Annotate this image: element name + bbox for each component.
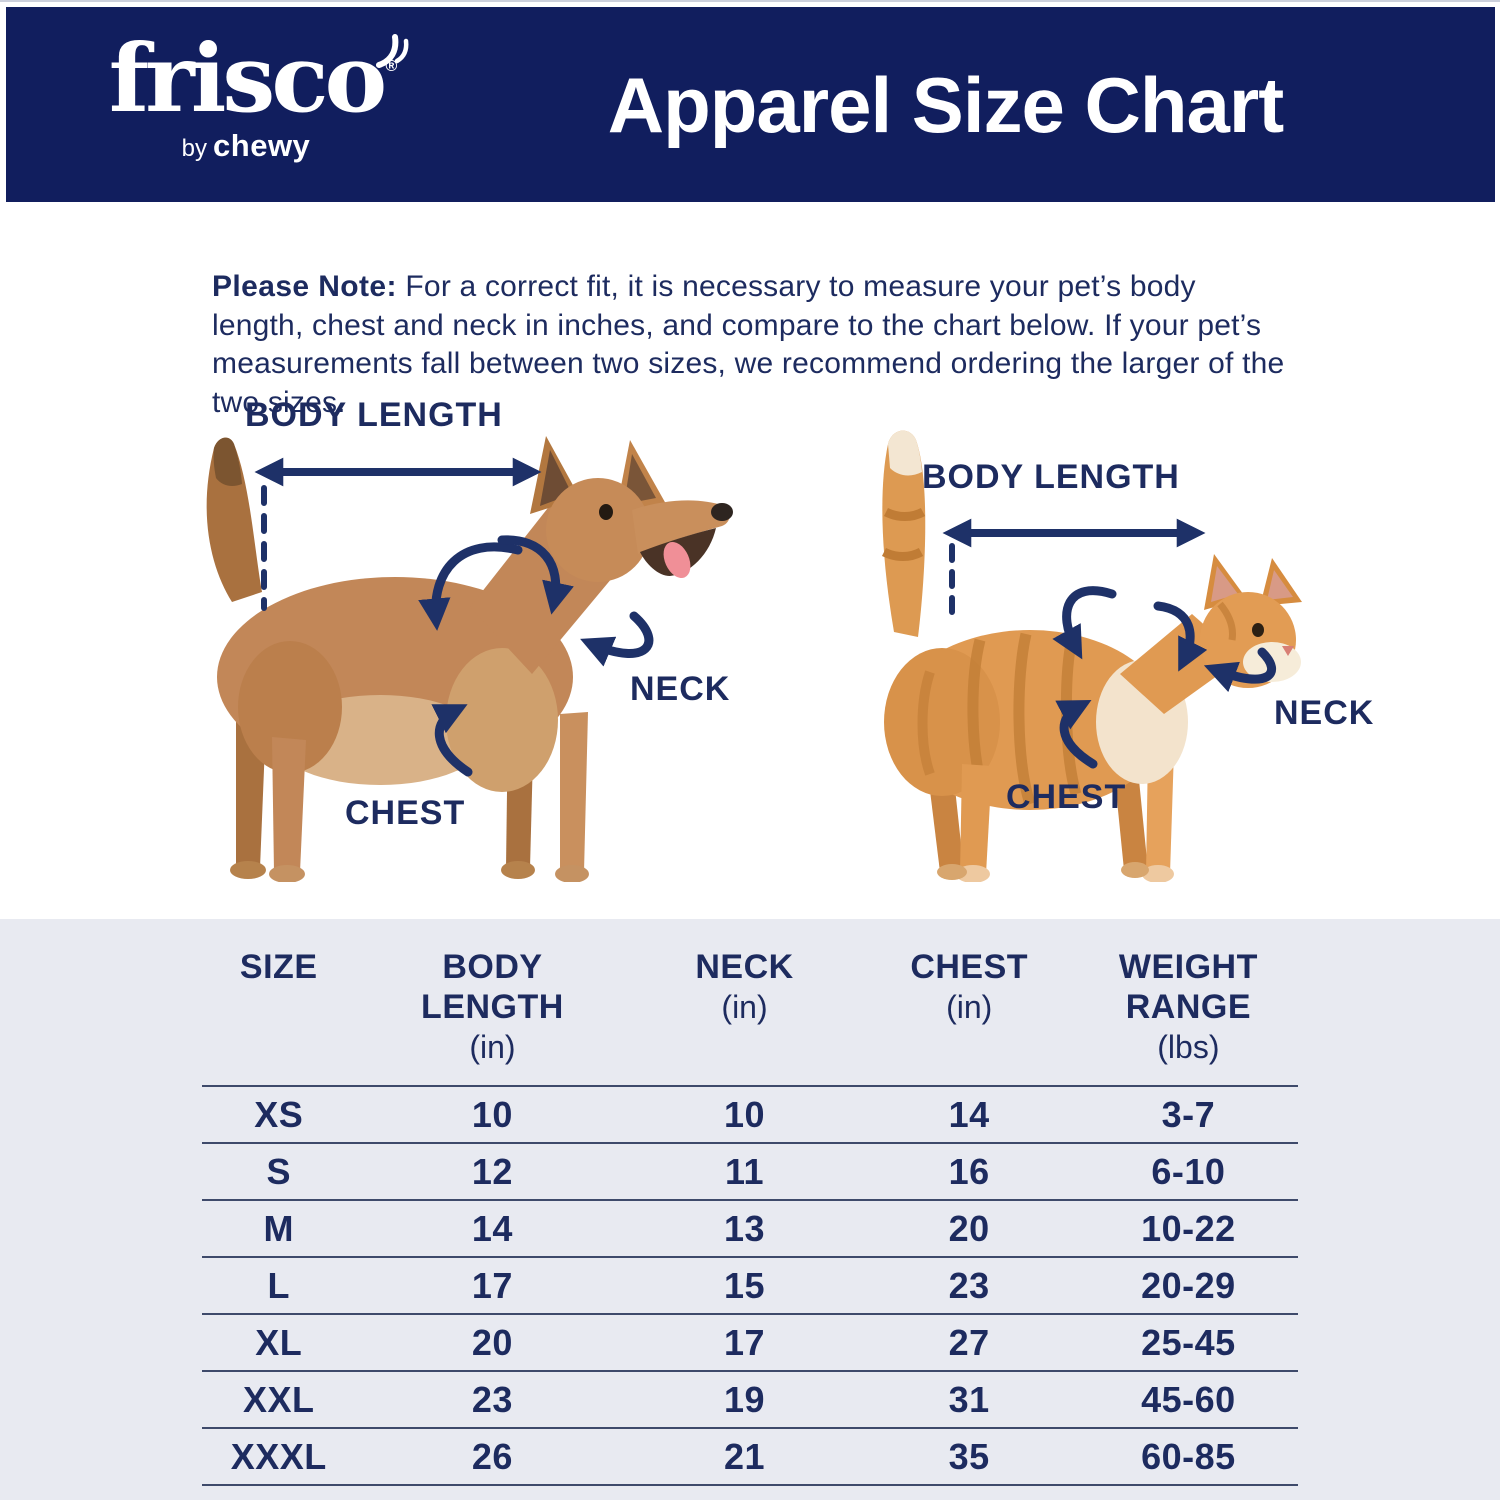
cell-chest: 20	[948, 1207, 990, 1249]
dog-girth-arrow-left	[418, 542, 523, 631]
table-row: XXL 23 19 31 45-60	[202, 1370, 1298, 1427]
dog-chest-arrow	[431, 704, 473, 777]
dog-neck-arrow	[580, 611, 654, 667]
column-header-unit: (in)	[946, 989, 993, 1025]
cell-size: S	[266, 1150, 291, 1192]
page-title: Apparel Size Chart	[607, 61, 1285, 149]
cell-neck: 21	[723, 1435, 766, 1477]
frisco-wordmark-text: frisco	[108, 24, 388, 134]
cat-measure-arrows	[942, 518, 1277, 769]
cat-body-length-label: BODY LENGTH	[922, 458, 1180, 496]
cell-weight: 25-45	[1141, 1321, 1236, 1363]
cell-size: XXL	[242, 1378, 315, 1420]
cell-chest: 16	[948, 1150, 990, 1192]
cell-chest: 14	[948, 1093, 990, 1135]
note-label: Please Note:	[212, 270, 397, 303]
dog-body-length-label: BODY LENGTH	[245, 396, 503, 434]
column-header-text: SIZE	[239, 948, 318, 986]
cell-size: XXXL	[230, 1435, 327, 1477]
cell-body-length: 12	[471, 1150, 513, 1192]
cell-chest: 23	[948, 1264, 990, 1306]
cat-neck-label: NECK	[1274, 694, 1375, 732]
column-header-text: BODY	[442, 948, 543, 986]
cell-neck: 10	[723, 1093, 766, 1135]
cell-neck: 19	[723, 1378, 766, 1420]
dog-girth-arrow-right	[497, 535, 574, 615]
logo-by-text: by	[181, 135, 208, 162]
column-header-text: NECK	[695, 948, 794, 986]
note-text: For a correct fit, it is necessary to me…	[212, 270, 1285, 419]
table-row: XXXL 26 21 35 60-85	[202, 1427, 1298, 1486]
table-row: M 14 13 20 10-22	[202, 1199, 1298, 1256]
column-header-weight-range: WEIGHT RANGE (lbs)	[1079, 947, 1298, 1067]
table-row: S 12 11 16 6-10	[202, 1142, 1298, 1199]
cell-chest: 35	[948, 1435, 990, 1477]
frisco-wordmark: frisco ®	[109, 29, 409, 129]
cell-neck: 11	[724, 1150, 765, 1192]
cell-body-length: 26	[471, 1435, 513, 1477]
column-header-text: LENGTH	[421, 988, 564, 1026]
table-row: L 17 15 23 20-29	[202, 1256, 1298, 1313]
dog-measure-arrows	[254, 457, 654, 777]
cell-chest: 31	[948, 1378, 990, 1420]
cell-weight: 3-7	[1161, 1093, 1216, 1135]
dog-body	[206, 436, 733, 882]
logo-swoosh-icon	[376, 34, 409, 68]
column-header-text: WEIGHT	[1118, 948, 1258, 986]
cat-girth-arrow-right	[1153, 601, 1208, 672]
cat-body	[881, 430, 1302, 882]
cell-body-length: 20	[471, 1321, 513, 1363]
logo-byline: by chewy	[91, 128, 401, 164]
cat-neck-arrow	[1203, 647, 1277, 693]
cell-size: L	[267, 1264, 290, 1306]
column-header-neck: NECK (in)	[629, 947, 859, 1027]
table-row: XS 10 10 14 3-7	[202, 1085, 1298, 1142]
column-header-size: SIZE	[202, 947, 355, 987]
size-table-section: SIZE BODY LENGTH (in) NECK (in) CHEST (in) W…	[0, 919, 1500, 1500]
table-header-row: SIZE BODY LENGTH (in) NECK (in) CHEST (in) W…	[202, 947, 1298, 1085]
note-paragraph: Please Note: For a correct fit, it is ne…	[212, 268, 1292, 422]
cat-chest-arrow	[1055, 699, 1098, 769]
cell-body-length: 14	[471, 1207, 513, 1249]
column-header-unit: (in)	[469, 1029, 516, 1065]
cell-size: M	[263, 1207, 294, 1249]
dog-neck-label: NECK	[630, 670, 731, 708]
brand-header: frisco ® by chewy Apparel Size Chart	[6, 7, 1495, 202]
cat-illustration	[881, 430, 1302, 882]
cell-neck: 13	[723, 1207, 766, 1249]
column-header-unit: (lbs)	[1157, 1029, 1220, 1065]
size-table: SIZE BODY LENGTH (in) NECK (in) CHEST (in) W…	[202, 919, 1298, 1486]
cat-girth-arrow-left	[1052, 586, 1117, 660]
cell-weight: 10-22	[1141, 1207, 1236, 1249]
dog-chest-label: CHEST	[345, 794, 466, 832]
frisco-logo: frisco ® by chewy	[91, 29, 409, 164]
column-header-unit: (in)	[721, 989, 768, 1025]
cell-body-length: 23	[471, 1378, 513, 1420]
column-header-body-length: BODY LENGTH (in)	[355, 947, 629, 1067]
cell-weight: 20-29	[1141, 1264, 1236, 1306]
table-row: XL 20 17 27 25-45	[202, 1313, 1298, 1370]
cat-chest-label: CHEST	[1006, 778, 1127, 816]
cell-size: XL	[255, 1321, 303, 1363]
cell-chest: 27	[948, 1321, 990, 1363]
logo-chewy-text: chewy	[213, 128, 311, 163]
cell-size: XS	[254, 1093, 304, 1135]
registered-mark: ®	[385, 58, 398, 75]
cell-body-length: 10	[471, 1093, 513, 1135]
column-header-text: RANGE	[1125, 988, 1252, 1026]
column-header-text: CHEST	[910, 948, 1029, 986]
cell-weight: 6-10	[1151, 1150, 1226, 1192]
cell-neck: 17	[723, 1321, 766, 1363]
cell-body-length: 17	[471, 1264, 513, 1306]
cell-weight: 60-85	[1141, 1435, 1236, 1477]
cell-weight: 45-60	[1141, 1378, 1236, 1420]
cell-neck: 15	[723, 1264, 766, 1306]
dog-illustration	[206, 436, 733, 882]
column-header-chest: CHEST (in)	[860, 947, 1079, 1027]
